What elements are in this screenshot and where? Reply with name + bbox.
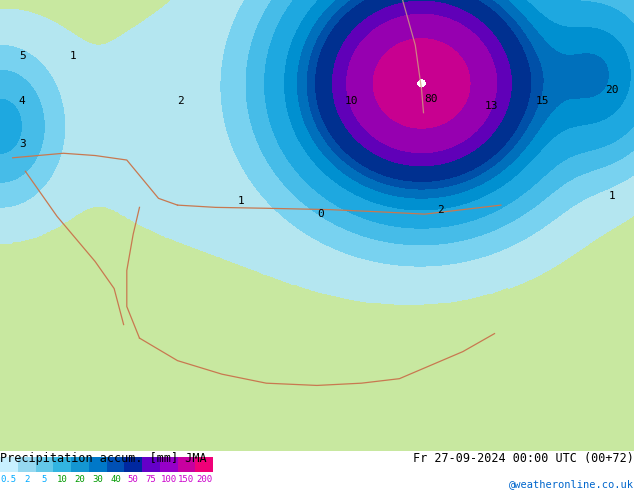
Text: Precipitation accum. [mm] JMA: Precipitation accum. [mm] JMA [0,452,207,465]
Text: 50: 50 [128,475,138,485]
Text: 75: 75 [146,475,156,485]
Text: 10: 10 [345,97,359,106]
Text: 150: 150 [178,475,195,485]
Text: 2: 2 [178,97,184,106]
Bar [0,458,18,472]
Bar [142,458,160,472]
Bar [71,458,89,472]
Bar [160,458,178,472]
Text: 15: 15 [535,97,549,106]
Text: 4: 4 [19,97,25,106]
Text: 2: 2 [437,205,444,215]
Text: @weatheronline.co.uk: @weatheronline.co.uk [509,479,634,489]
Text: 80: 80 [424,94,438,104]
Text: 20: 20 [605,85,619,95]
Text: 0.5: 0.5 [1,475,17,485]
Text: 0: 0 [317,209,323,219]
Text: Fr 27-09-2024 00:00 UTC (00+72): Fr 27-09-2024 00:00 UTC (00+72) [413,452,634,465]
Text: 10: 10 [57,475,67,485]
Text: 5: 5 [19,51,25,61]
Text: 20: 20 [75,475,85,485]
Text: 13: 13 [484,101,498,111]
Text: 1: 1 [238,196,244,206]
Bar [124,458,142,472]
Text: 1: 1 [609,191,615,201]
Text: 2: 2 [24,475,29,485]
Text: 200: 200 [196,475,212,485]
Bar [195,458,213,472]
Text: 30: 30 [93,475,103,485]
Bar [36,458,53,472]
Bar [107,458,124,472]
Text: 1: 1 [70,51,76,61]
Text: 40: 40 [110,475,120,485]
Text: 3: 3 [19,139,25,149]
Bar [89,458,107,472]
Text: 100: 100 [160,475,177,485]
Text: 5: 5 [42,475,47,485]
Bar [178,458,195,472]
Bar [53,458,71,472]
Bar [18,458,36,472]
